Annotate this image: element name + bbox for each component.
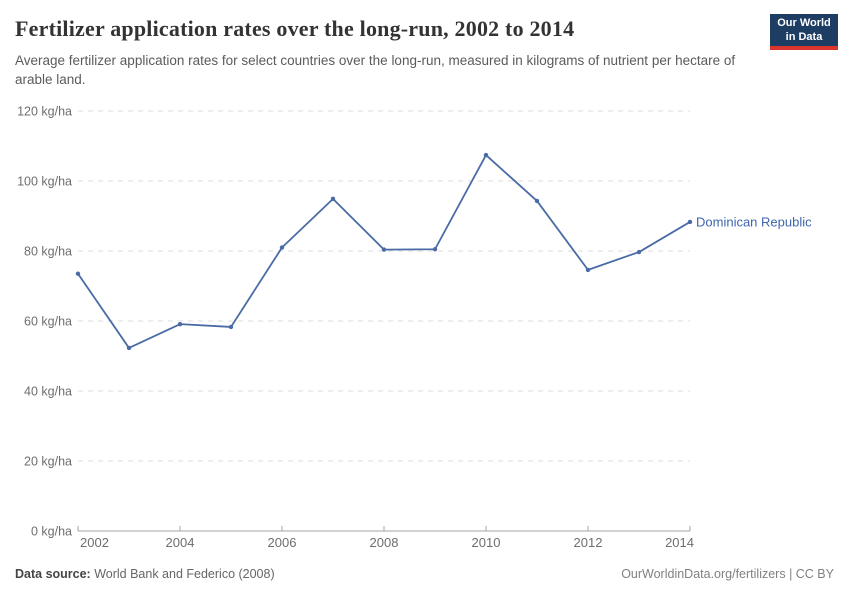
owid-logo-line2: in Data [785,30,823,43]
data-point[interactable] [75,271,81,276]
x-axis-tick-label: 2006 [268,535,297,550]
data-source: Data source: World Bank and Federico (20… [15,567,275,581]
page-title: Fertilizer application rates over the lo… [15,16,575,41]
owid-logo-line1: Our World [777,17,831,29]
y-axis-tick-label: 80 kg/ha [24,245,72,259]
x-axis-tick-label: 2008 [370,535,399,550]
owid-logo-stripe [770,46,838,50]
data-point[interactable] [585,267,591,273]
y-axis-tick-label: 40 kg/ha [24,385,72,399]
data-source-label: Data source: [15,567,91,581]
chart-subtitle: Average fertilizer application rates for… [15,53,736,88]
owid-logo[interactable]: Our World in Data [770,14,838,50]
y-axis-tick-label: 0 kg/ha [31,525,72,539]
data-point[interactable] [228,324,234,330]
data-point[interactable] [432,247,438,252]
data-point[interactable] [687,219,693,225]
x-axis-tick-label: 2002 [80,535,109,550]
y-axis-tick-label: 60 kg/ha [24,315,72,329]
x-axis-tick-label: 2004 [166,535,195,550]
data-point[interactable] [330,196,336,202]
data-point[interactable] [381,247,387,252]
x-axis-tick-label: 2010 [472,535,501,550]
data-point[interactable] [534,198,540,204]
data-point[interactable] [126,345,132,351]
series-entity-label[interactable]: Dominican Republic [696,214,812,229]
x-axis-tick-label: 2014 [665,535,694,550]
data-point[interactable] [636,249,642,255]
y-axis-tick-label: 120 kg/ha [17,105,72,119]
x-axis-tick-label: 2012 [574,535,603,550]
owid-logo-text: Our World in Data [770,14,838,46]
data-point[interactable] [177,321,183,327]
y-axis-tick-label: 100 kg/ha [17,175,72,189]
y-axis-tick-label: 20 kg/ha [24,455,72,469]
data-point[interactable] [279,245,285,250]
footer-link[interactable]: OurWorldinData.org/fertilizers | CC BY [621,567,834,581]
data-source-text: World Bank and Federico (2008) [90,567,275,581]
data-point[interactable] [483,152,489,158]
